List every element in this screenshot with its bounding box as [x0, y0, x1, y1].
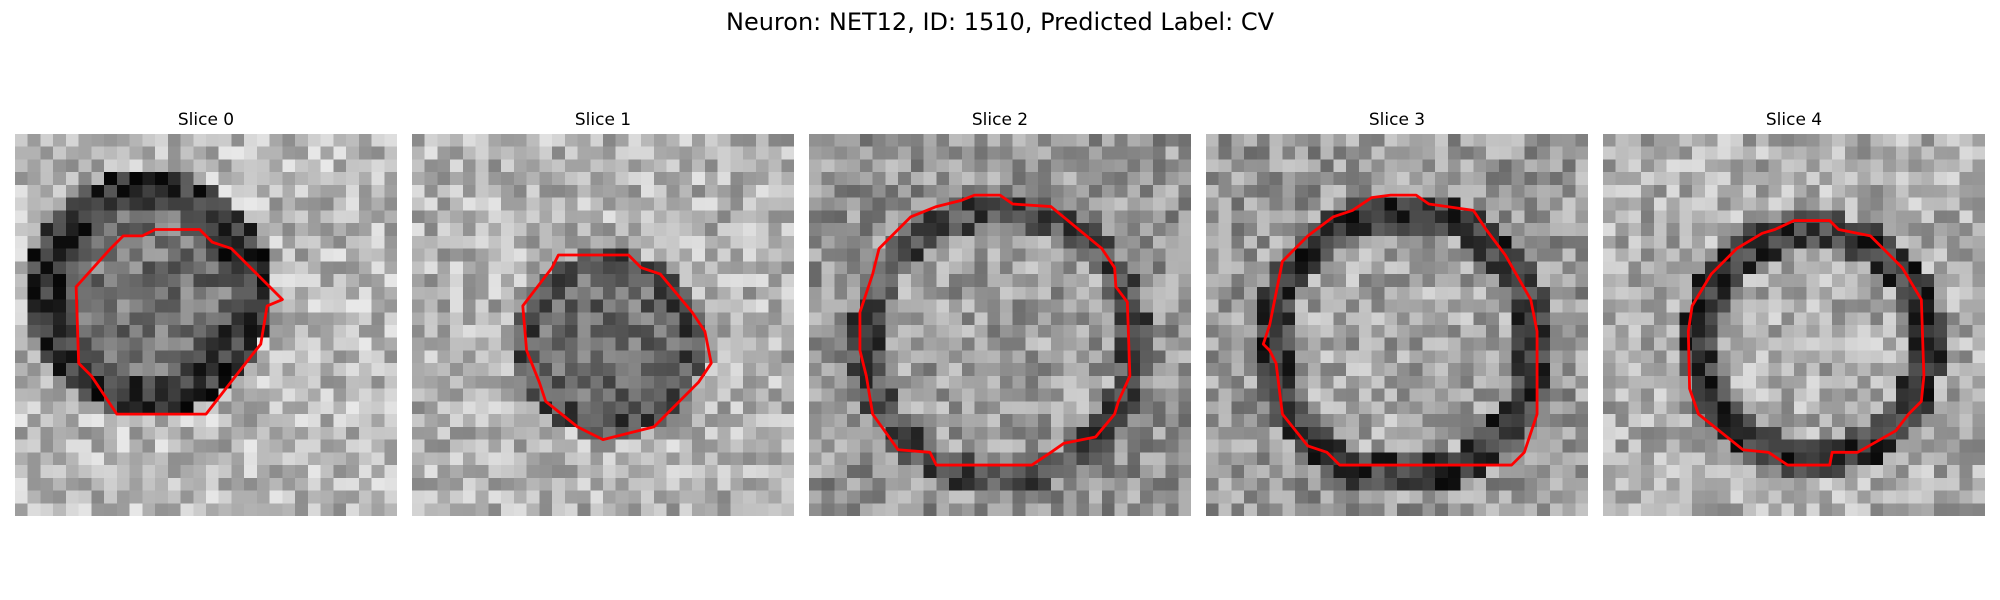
- slice-image: [15, 134, 397, 516]
- slice-title: Slice 4: [1765, 110, 1823, 130]
- slice-title: Slice 0: [177, 110, 235, 130]
- slice-image: [412, 134, 794, 516]
- slice-panel-2: Slice 2: [809, 108, 1191, 516]
- slice-panel-1: Slice 1: [412, 108, 794, 516]
- slice-image: [809, 134, 1191, 516]
- segmentation-contour: [1261, 193, 1539, 467]
- slice-title: Slice 2: [971, 110, 1029, 130]
- segmentation-contour: [521, 253, 713, 442]
- slice-image: [1603, 134, 1985, 516]
- slice-panel-0: Slice 0: [15, 108, 397, 516]
- segmentation-contour: [1686, 219, 1926, 467]
- slice-panel-4: Slice 4: [1603, 108, 1985, 516]
- slice-image: [1206, 134, 1588, 516]
- slice-title: Slice 1: [574, 110, 632, 130]
- figure-title: Neuron: NET12, ID: 1510, Predicted Label…: [726, 8, 1274, 36]
- segmentation-contour: [74, 228, 284, 416]
- segmentation-contour: [858, 193, 1132, 467]
- slice-title: Slice 3: [1368, 110, 1426, 130]
- slice-panel-3: Slice 3: [1206, 108, 1588, 516]
